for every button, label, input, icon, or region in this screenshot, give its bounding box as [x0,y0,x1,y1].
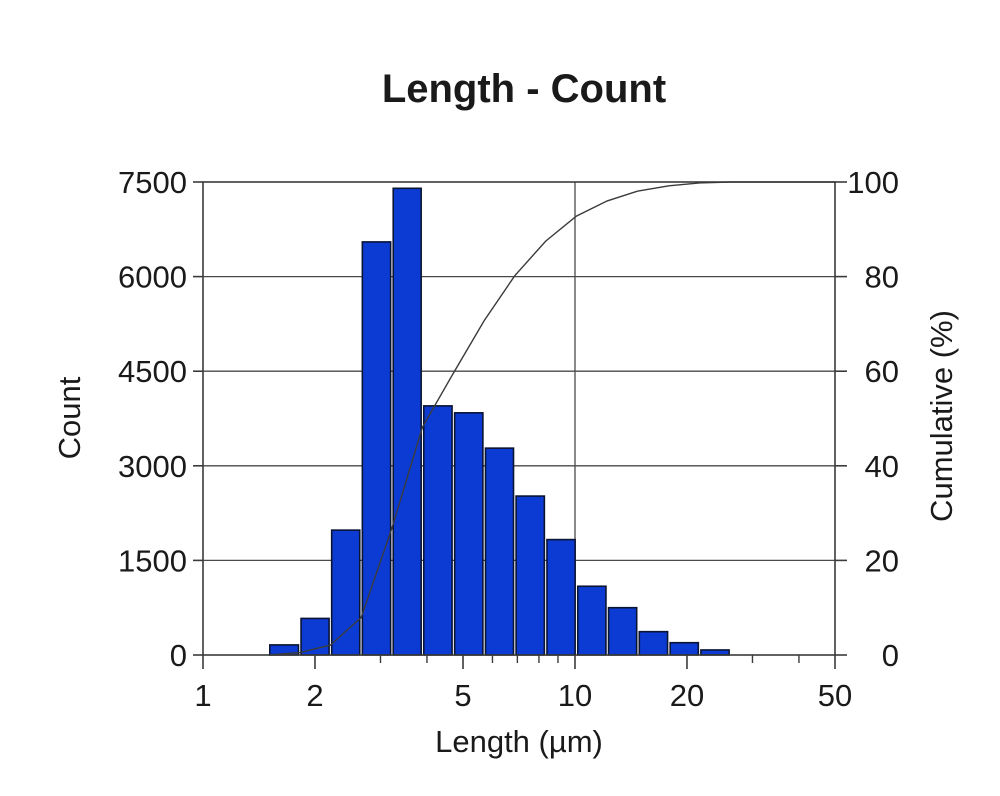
y-left-tick-label: 3000 [118,449,187,484]
x-tick-label: 10 [558,678,592,713]
x-tick-label: 5 [454,678,471,713]
histogram-bar [330,529,361,656]
x-tick-label: 2 [306,678,323,713]
tick-labels: 0 1500 3000 4500 6000 7500 0 20 40 60 80 100 1 2 5 10 20… [118,165,899,713]
histogram-bar [669,641,700,656]
y-axis-label-right: Cumulative (%) [924,310,959,522]
histogram-bar [361,241,392,656]
x-tick-label: 20 [670,678,704,713]
cumulative-curve-layer [268,181,835,656]
y-right-tick-label: 0 [882,638,899,673]
histogram-bars [269,187,730,656]
y-right-tick-label: 60 [865,354,899,389]
plot-frame [202,181,836,656]
x-tick-label: 1 [194,678,211,713]
y-right-tick-label: 20 [865,543,899,578]
y-left-tick-label: 4500 [118,354,187,389]
plot-border [202,181,836,656]
cumulative-curve [268,181,835,656]
y-left-tick-label: 6000 [118,260,187,295]
histogram-bar [546,538,576,656]
histogram-bar [453,412,484,656]
y-left-tick-label: 0 [170,638,187,673]
histogram-bar [576,585,607,656]
gridlines [203,182,835,655]
x-tick-label: 50 [818,678,852,713]
y-right-tick-label: 100 [847,165,899,200]
y-left-tick-label: 7500 [118,165,187,200]
histogram-bar [422,405,453,656]
histogram-bar [607,606,638,656]
histogram-bar [484,447,515,656]
y-axis-label-left: Count [52,376,87,459]
histogram-bar [638,630,669,656]
chart-title: Length - Count [382,67,666,111]
x-axis-label: Length (µm) [435,724,603,759]
y-right-tick-label: 40 [865,449,899,484]
histogram-bar [515,495,546,656]
histogram-bar [392,187,422,656]
y-right-tick-label: 80 [865,260,899,295]
axis-ticks [193,181,847,669]
y-left-tick-label: 1500 [118,543,187,578]
